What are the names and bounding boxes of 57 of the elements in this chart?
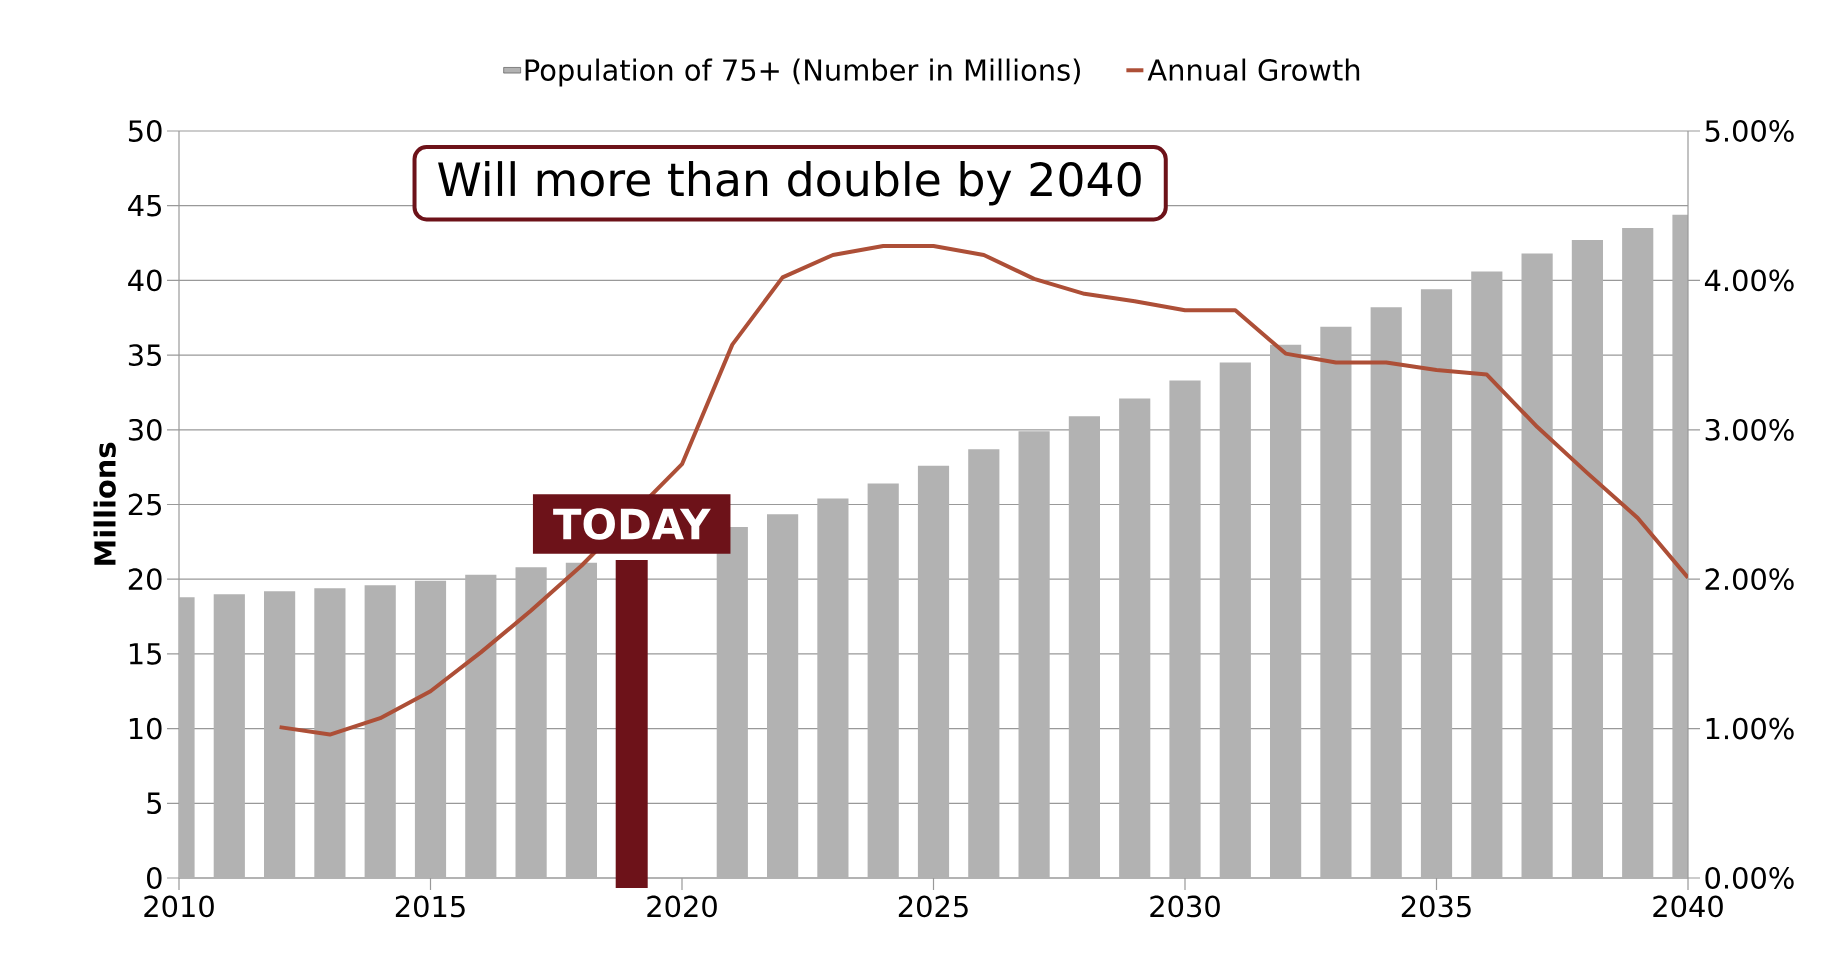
bar [1270,344,1302,878]
y-tick-label: 25 [128,493,161,516]
y2-tick-label: 1.00% [1706,717,1794,740]
bar [314,588,346,878]
bar [1119,398,1151,878]
x-tick-label: 2040 [1653,895,1723,918]
bar [1420,289,1453,878]
y-tick-label: 45 [128,194,161,217]
bar [917,465,950,878]
bar [465,574,497,878]
x-tick-label: 2010 [144,895,214,918]
bar [1622,228,1654,878]
y2-tick-label: 4.00% [1704,269,1794,292]
bar [1320,326,1352,878]
y-tick-label: 40 [128,269,162,292]
bar [264,591,296,878]
bar [1370,307,1402,878]
bar [1068,416,1100,878]
x-tick-label: 2025 [898,895,968,918]
y2-tick-label: 2.00% [1705,568,1794,591]
y-tick-label: 5 [147,792,161,815]
bar [565,562,597,878]
bar [515,567,547,878]
bar [1018,431,1050,878]
legend-label: Annual Growth [1147,58,1360,81]
bar [1219,362,1251,878]
y-tick-label: 15 [129,643,161,665]
legend-label: Population of 75+ (Number in Millions) [525,58,1080,87]
bar [364,585,396,878]
x-tick-label: 2035 [1401,895,1471,918]
y-tick-label: 10 [129,717,162,740]
y-tick-label: 30 [128,418,162,441]
bar [1521,253,1553,878]
bar [1169,380,1201,878]
y2-tick-label: 0.00% [1705,867,1794,889]
y-tick-label: 0 [147,867,162,889]
y2-tick-label: 3.00% [1705,418,1794,441]
bar [1471,271,1503,878]
bar [867,483,899,878]
ref-line-label: TODAY [553,508,711,540]
bar [817,498,849,878]
line-series [277,244,1688,737]
x-tick-label: 2015 [395,895,465,918]
bar [767,514,799,878]
bar [968,449,1000,878]
text: Will more than double by 2040 [438,161,1141,206]
bar [1571,240,1603,878]
y2-tick-label: 5.00% [1705,120,1794,142]
y-tick-label: 50 [128,120,162,142]
y-tick-label: 20 [128,568,162,591]
x-tick-label: 2020 [647,895,717,918]
bar [716,526,748,878]
bar [213,594,245,878]
x-tick-label: 2030 [1150,895,1220,918]
y-tick-label: 35 [128,344,161,367]
y-axis-title: Millions [93,442,116,565]
bar [414,580,447,878]
